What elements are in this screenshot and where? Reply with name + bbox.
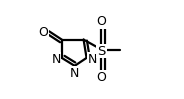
Text: N: N	[70, 67, 79, 80]
Text: N: N	[88, 53, 97, 66]
Text: O: O	[96, 15, 106, 28]
Text: S: S	[97, 44, 106, 58]
Text: O: O	[96, 71, 106, 84]
Text: O: O	[38, 26, 48, 39]
Text: N: N	[52, 53, 61, 66]
